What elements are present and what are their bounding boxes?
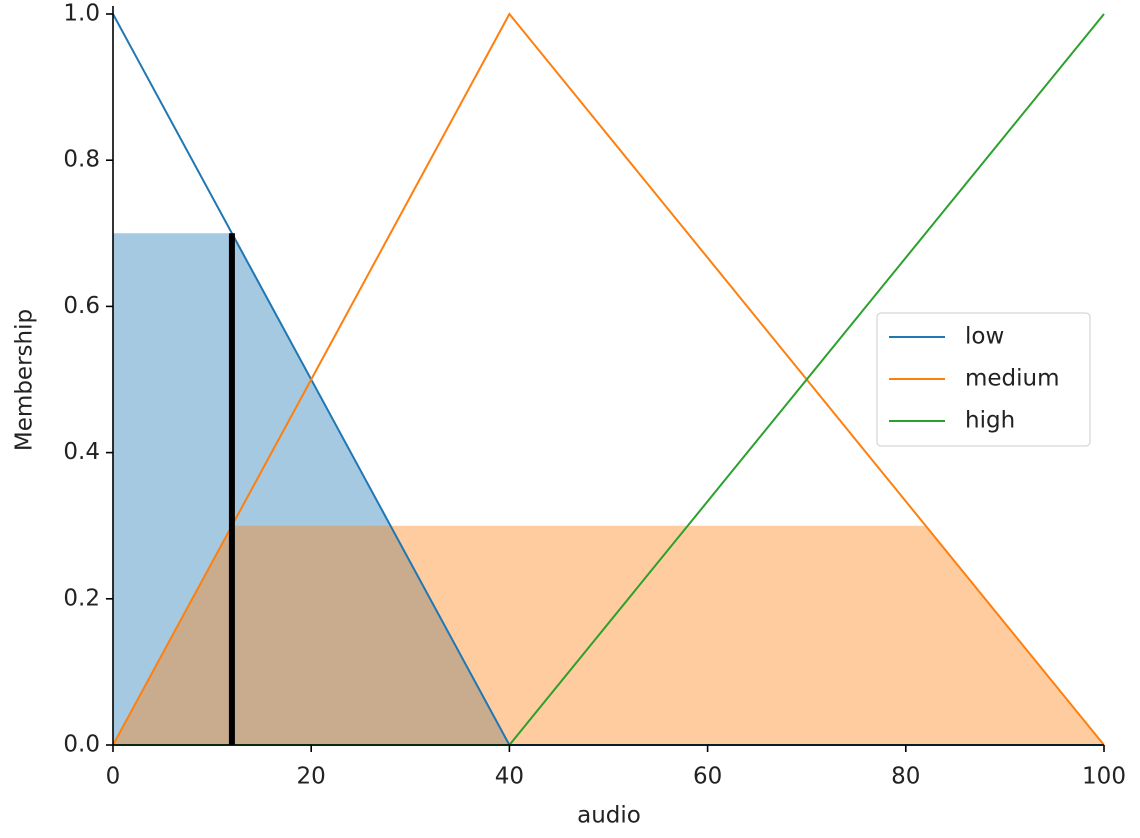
legend-label: medium [965,366,1060,392]
legend: low medium high [876,312,1091,447]
x-tick-label: 40 [495,764,524,790]
y-tick-label: 1.0 [63,1,100,27]
legend-label: low [965,324,1004,350]
legend-label: high [965,408,1015,434]
series-line [112,12,1105,746]
y-axis-label: Membership [12,309,38,451]
x-tick-label: 20 [297,764,326,790]
x-tick-label: 0 [106,764,121,790]
membership-fill [113,525,1104,745]
y-tick-label: 0.8 [63,147,100,173]
y-tick-label: 0.6 [63,293,100,319]
y-tick-label: 0.0 [63,732,100,758]
x-tick-label: 60 [693,764,722,790]
x-tick-label: 80 [891,764,920,790]
y-tick-label: 0.4 [63,439,100,465]
x-tick-label: 100 [1082,764,1126,790]
legend-box [876,312,1091,447]
x-axis-label: audio [577,803,641,829]
membership-fill [113,233,1104,746]
y-tick-label: 0.2 [63,585,100,611]
